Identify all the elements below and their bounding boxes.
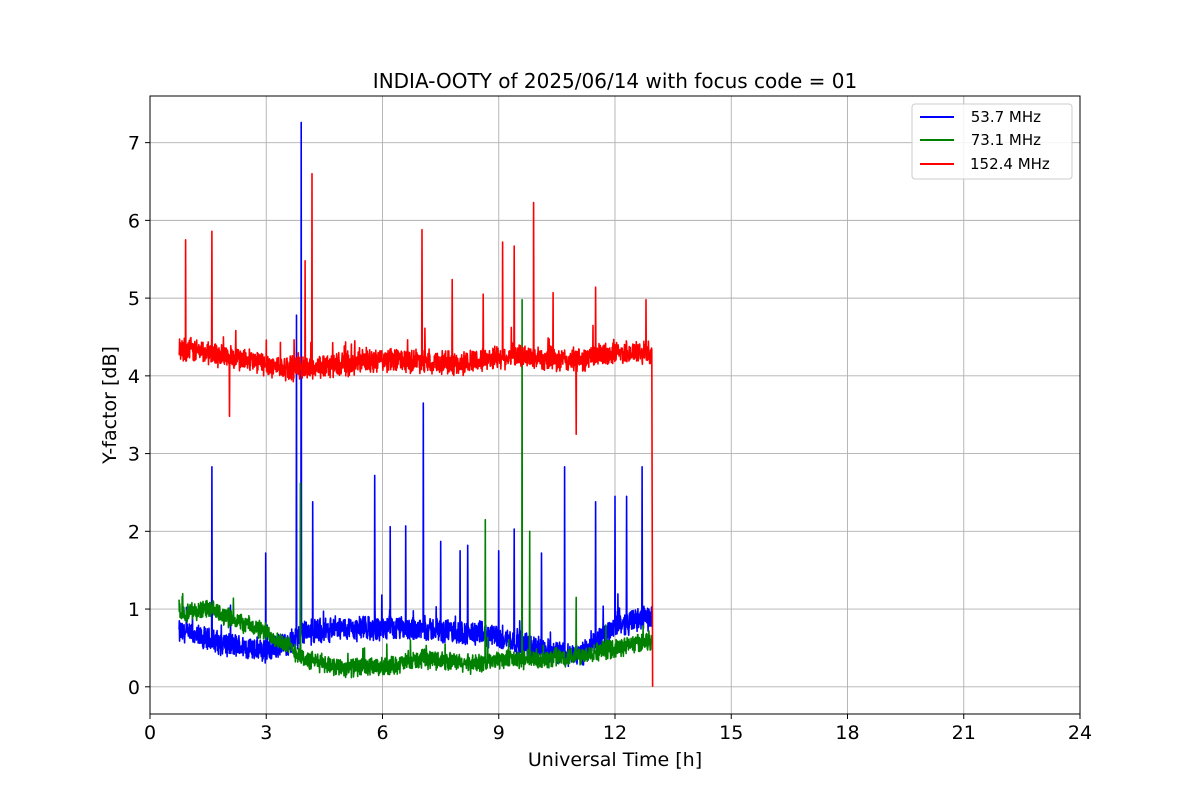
x-tick-label: 12 xyxy=(603,722,627,744)
x-tick-label: 9 xyxy=(493,722,505,744)
y-tick-label: 6 xyxy=(128,210,140,232)
series-line-1 xyxy=(178,298,653,679)
x-tick-label: 6 xyxy=(376,722,388,744)
y-tick-label: 1 xyxy=(128,599,140,621)
legend-label-73-1: 73.1 MHz xyxy=(966,131,1041,149)
y-tick-label: 0 xyxy=(128,677,140,699)
series-line-0 xyxy=(178,121,653,668)
x-axis-label: Universal Time [h] xyxy=(528,749,702,771)
x-tick-label: 15 xyxy=(719,722,743,744)
x-tick-label: 3 xyxy=(260,722,272,744)
y-tick-label: 7 xyxy=(128,133,140,155)
legend: 53.7 MHz 73.1 MHz 152.4 MHz xyxy=(911,103,1073,180)
legend-box xyxy=(911,103,1073,180)
chart-title: INDIA-OOTY of 2025/06/14 with focus code… xyxy=(373,69,857,93)
series-lines xyxy=(178,121,654,687)
x-tick-label: 18 xyxy=(835,722,859,744)
y-tick-label: 4 xyxy=(128,366,140,388)
legend-label-152-4: 152.4 MHz xyxy=(970,155,1050,173)
x-tick-label: 0 xyxy=(144,722,156,744)
series-line-2 xyxy=(178,172,654,687)
y-axis-ticks: 0 1 2 3 4 5 6 7 xyxy=(128,133,150,699)
y-tick-label: 2 xyxy=(128,521,140,543)
x-axis-ticks: 0 3 6 9 12 15 18 21 24 xyxy=(144,714,1092,744)
x-tick-label: 21 xyxy=(952,722,976,744)
y-axis-label: Y-factor [dB] xyxy=(99,346,121,465)
y-tick-label: 5 xyxy=(128,288,140,310)
y-tick-label: 3 xyxy=(128,444,140,466)
legend-label-53-7: 53.7 MHz xyxy=(966,108,1041,126)
x-tick-label: 24 xyxy=(1068,722,1092,744)
